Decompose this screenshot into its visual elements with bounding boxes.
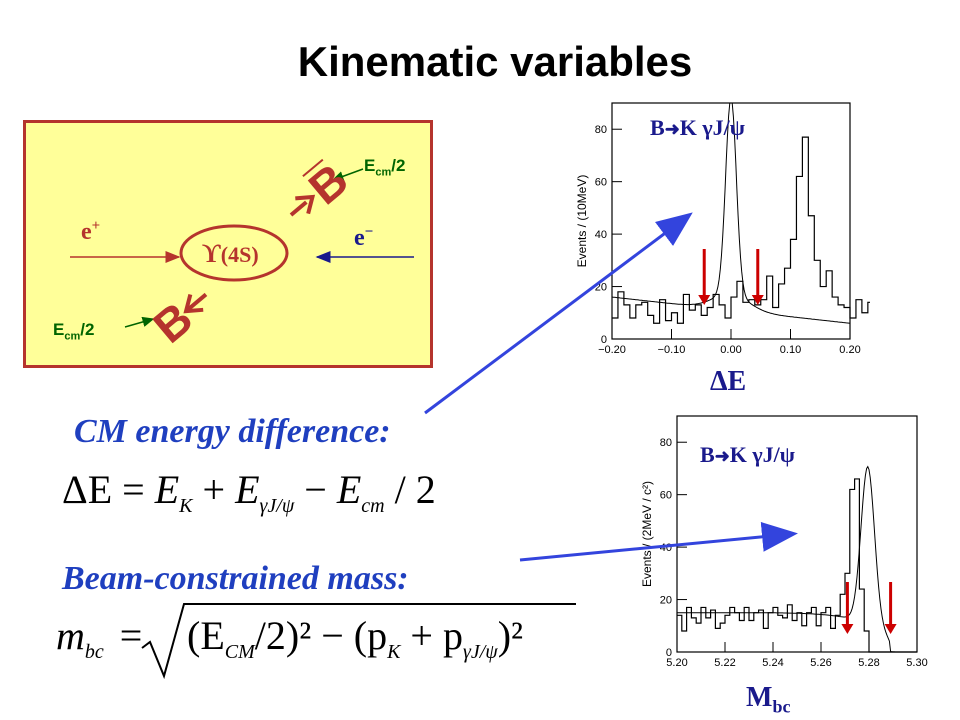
y-tick-label: 80 bbox=[595, 124, 607, 136]
upsilon-label: ϒ(4S) bbox=[202, 239, 259, 268]
sqrt-sign bbox=[141, 603, 576, 680]
x-tick-label: 5.30 bbox=[906, 657, 927, 669]
signal-window-arrow-head bbox=[841, 624, 854, 634]
ecm-pointer-bottom bbox=[124, 316, 155, 328]
decay-diagram-box: B B e+ e− ϒ(4S) Ecm/2 Ecm/2 bbox=[23, 120, 433, 368]
mbc-formula-radicand: (ECM/2)² − (pK + pγJ/ψ)² bbox=[187, 613, 524, 663]
ecm-label-top: Ecm/2 bbox=[364, 156, 406, 179]
x-tick-label: −0.20 bbox=[598, 344, 626, 356]
x-tick-label: 5.26 bbox=[810, 657, 831, 669]
y-tick-label: 20 bbox=[660, 595, 672, 607]
signal-window-arrow-head bbox=[884, 624, 897, 634]
mbc-plot-title: B➜K γJ/ψ bbox=[700, 442, 795, 467]
b-label-upper: B bbox=[299, 153, 358, 214]
y-tick-label: 40 bbox=[595, 229, 607, 241]
b-meson-upper: B bbox=[289, 153, 358, 217]
y-tick-label: 0 bbox=[666, 647, 672, 659]
beam-mass-heading: Beam-constrained mass: bbox=[62, 560, 409, 597]
y-axis-title: Events / (10MeV) bbox=[575, 175, 589, 268]
signal-window-arrow-head bbox=[751, 295, 764, 305]
y-tick-label: 80 bbox=[660, 437, 672, 449]
decay-diagram-svg: B B bbox=[70, 153, 414, 353]
x-tick-label: 5.24 bbox=[762, 657, 783, 669]
eminus-label: e− bbox=[354, 224, 374, 251]
y-tick-label: 60 bbox=[660, 490, 672, 502]
signal-window-arrow-head bbox=[698, 295, 711, 305]
y-tick-label: 20 bbox=[595, 282, 607, 294]
x-tick-label: 0.00 bbox=[720, 344, 741, 356]
x-tick-label: 5.22 bbox=[714, 657, 735, 669]
b-label-lower: B bbox=[143, 292, 202, 353]
x-tick-label: −0.10 bbox=[658, 344, 686, 356]
histogram-bins bbox=[612, 136, 870, 324]
delta-e-plot-title: B➜K γJ/ψ bbox=[650, 115, 745, 140]
cm-energy-heading: CM energy difference: bbox=[74, 413, 391, 450]
y-axis-title: Events / (2MeV / c²) bbox=[640, 481, 654, 587]
eplus-label: e+ bbox=[81, 218, 101, 245]
x-tick-label: 5.28 bbox=[858, 657, 879, 669]
mbc-formula: mbc = bbox=[56, 613, 143, 663]
histogram-bins bbox=[677, 478, 917, 653]
fit-curve bbox=[677, 465, 917, 653]
page-title: Kinematic variables bbox=[297, 38, 693, 85]
x-tick-label: 0.10 bbox=[780, 344, 801, 356]
y-tick-label: 40 bbox=[660, 542, 672, 554]
ecm-pointer-top bbox=[331, 168, 364, 182]
ecm-label-bottom: Ecm/2 bbox=[53, 320, 95, 343]
upsilon-ellipse bbox=[179, 224, 289, 282]
delta-e-formula: ΔE = EK + EγJ/ψ − Ecm / 2 bbox=[62, 467, 436, 517]
b-meson-lower: B bbox=[143, 292, 208, 353]
mbc-xlabel: Mbc bbox=[746, 682, 791, 717]
x-tick-label: 0.20 bbox=[839, 344, 860, 356]
y-tick-label: 60 bbox=[595, 177, 607, 189]
delta-e-xlabel: ΔE bbox=[710, 366, 747, 397]
x-tick-label: 5.20 bbox=[666, 657, 687, 669]
